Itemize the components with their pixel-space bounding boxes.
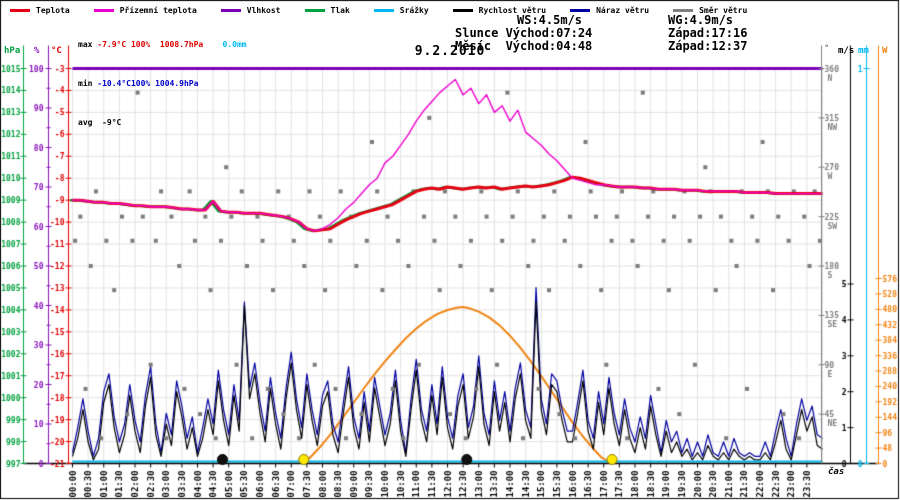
- sunset-time: Západ:17:16: [668, 26, 748, 40]
- legend-item-3: Vlhkost: [220, 6, 281, 15]
- wind-speed-max: WS:4.5m/s: [517, 13, 583, 27]
- humidity-axis-unit: %: [34, 46, 40, 56]
- wind-gust-max: WG:4.9m/s: [668, 13, 734, 27]
- legend-label: Tlak: [330, 6, 350, 15]
- time-axis-label: čas: [828, 467, 845, 477]
- legend-item-5: Srážky: [373, 6, 429, 15]
- stats-avg-label: avg: [78, 118, 103, 127]
- stats-max-row: max -7.9°C 100% 1008.7hPa 0.0mm: [78, 38, 247, 51]
- stats-max-temp-hum: -7.9°C 100%: [97, 40, 151, 49]
- legend-item-4: Tlak: [304, 6, 350, 15]
- legend-swatch: [373, 9, 394, 12]
- power-axis-unit: W: [882, 46, 888, 56]
- precip-axis-unit: mm: [858, 46, 869, 56]
- legend-item-2: Přízemní teplota: [93, 6, 197, 15]
- chart-date-title: 9.2.2010: [414, 44, 486, 59]
- stats-min-row: min -10.4°C100% 1004.9hPa: [78, 77, 247, 90]
- legend-label: Vlhkost: [246, 6, 281, 15]
- legend-swatch: [452, 9, 473, 12]
- stats-precip: 0.0mm: [222, 40, 247, 49]
- stats-min-pressure: 1004.9hPa: [155, 79, 199, 88]
- legend-swatch: [93, 9, 114, 12]
- stats-min-label: min: [78, 79, 98, 88]
- legend-label: Náraz větru: [596, 6, 650, 15]
- stats-block: max -7.9°C 100% 1008.7hPa 0.0mm min -10.…: [78, 12, 247, 155]
- legend-item-1: Teplota: [10, 6, 70, 15]
- legend-label: Teplota: [36, 6, 70, 15]
- moonrise-time: Měsíc Východ:04:48: [455, 39, 593, 53]
- pressure-axis-unit: hPa: [4, 46, 21, 56]
- legend-swatch: [220, 9, 241, 12]
- wind-axis-unit: m/s: [838, 46, 855, 56]
- temp-axis-unit: °C: [51, 46, 62, 56]
- legend: Teplota Přízemní teplota Vlhkost Tlak Srážky…: [10, 6, 747, 15]
- stats-avg-row: avg -9°C: [78, 116, 247, 129]
- stats-max-label: max: [78, 40, 98, 49]
- legend-label: Směr větru: [699, 6, 748, 15]
- legend-swatch: [673, 9, 694, 12]
- stats-max-pressure: 1008.7hPa: [159, 40, 204, 49]
- legend-item-7: Náraz větru: [570, 6, 649, 15]
- sunrise-time: Slunce Východ:07:24: [455, 26, 593, 40]
- moonset-time: Západ:12:37: [668, 39, 748, 53]
- stats-min-temp-hum: -10.4°C100%: [97, 79, 151, 88]
- legend-label: Srážky: [399, 6, 429, 15]
- legend-item-6: Rychlost větru: [452, 6, 547, 15]
- legend-swatch: [570, 9, 591, 12]
- legend-item-8: Směr větru: [673, 6, 747, 15]
- legend-swatch: [304, 9, 325, 12]
- legend-swatch: [10, 9, 30, 12]
- legend-label: Rychlost větru: [478, 6, 547, 15]
- stats-avg-temp: -9°C: [102, 118, 122, 127]
- legend-label: Přízemní teplota: [119, 6, 197, 15]
- direction-axis-unit: °: [824, 44, 830, 54]
